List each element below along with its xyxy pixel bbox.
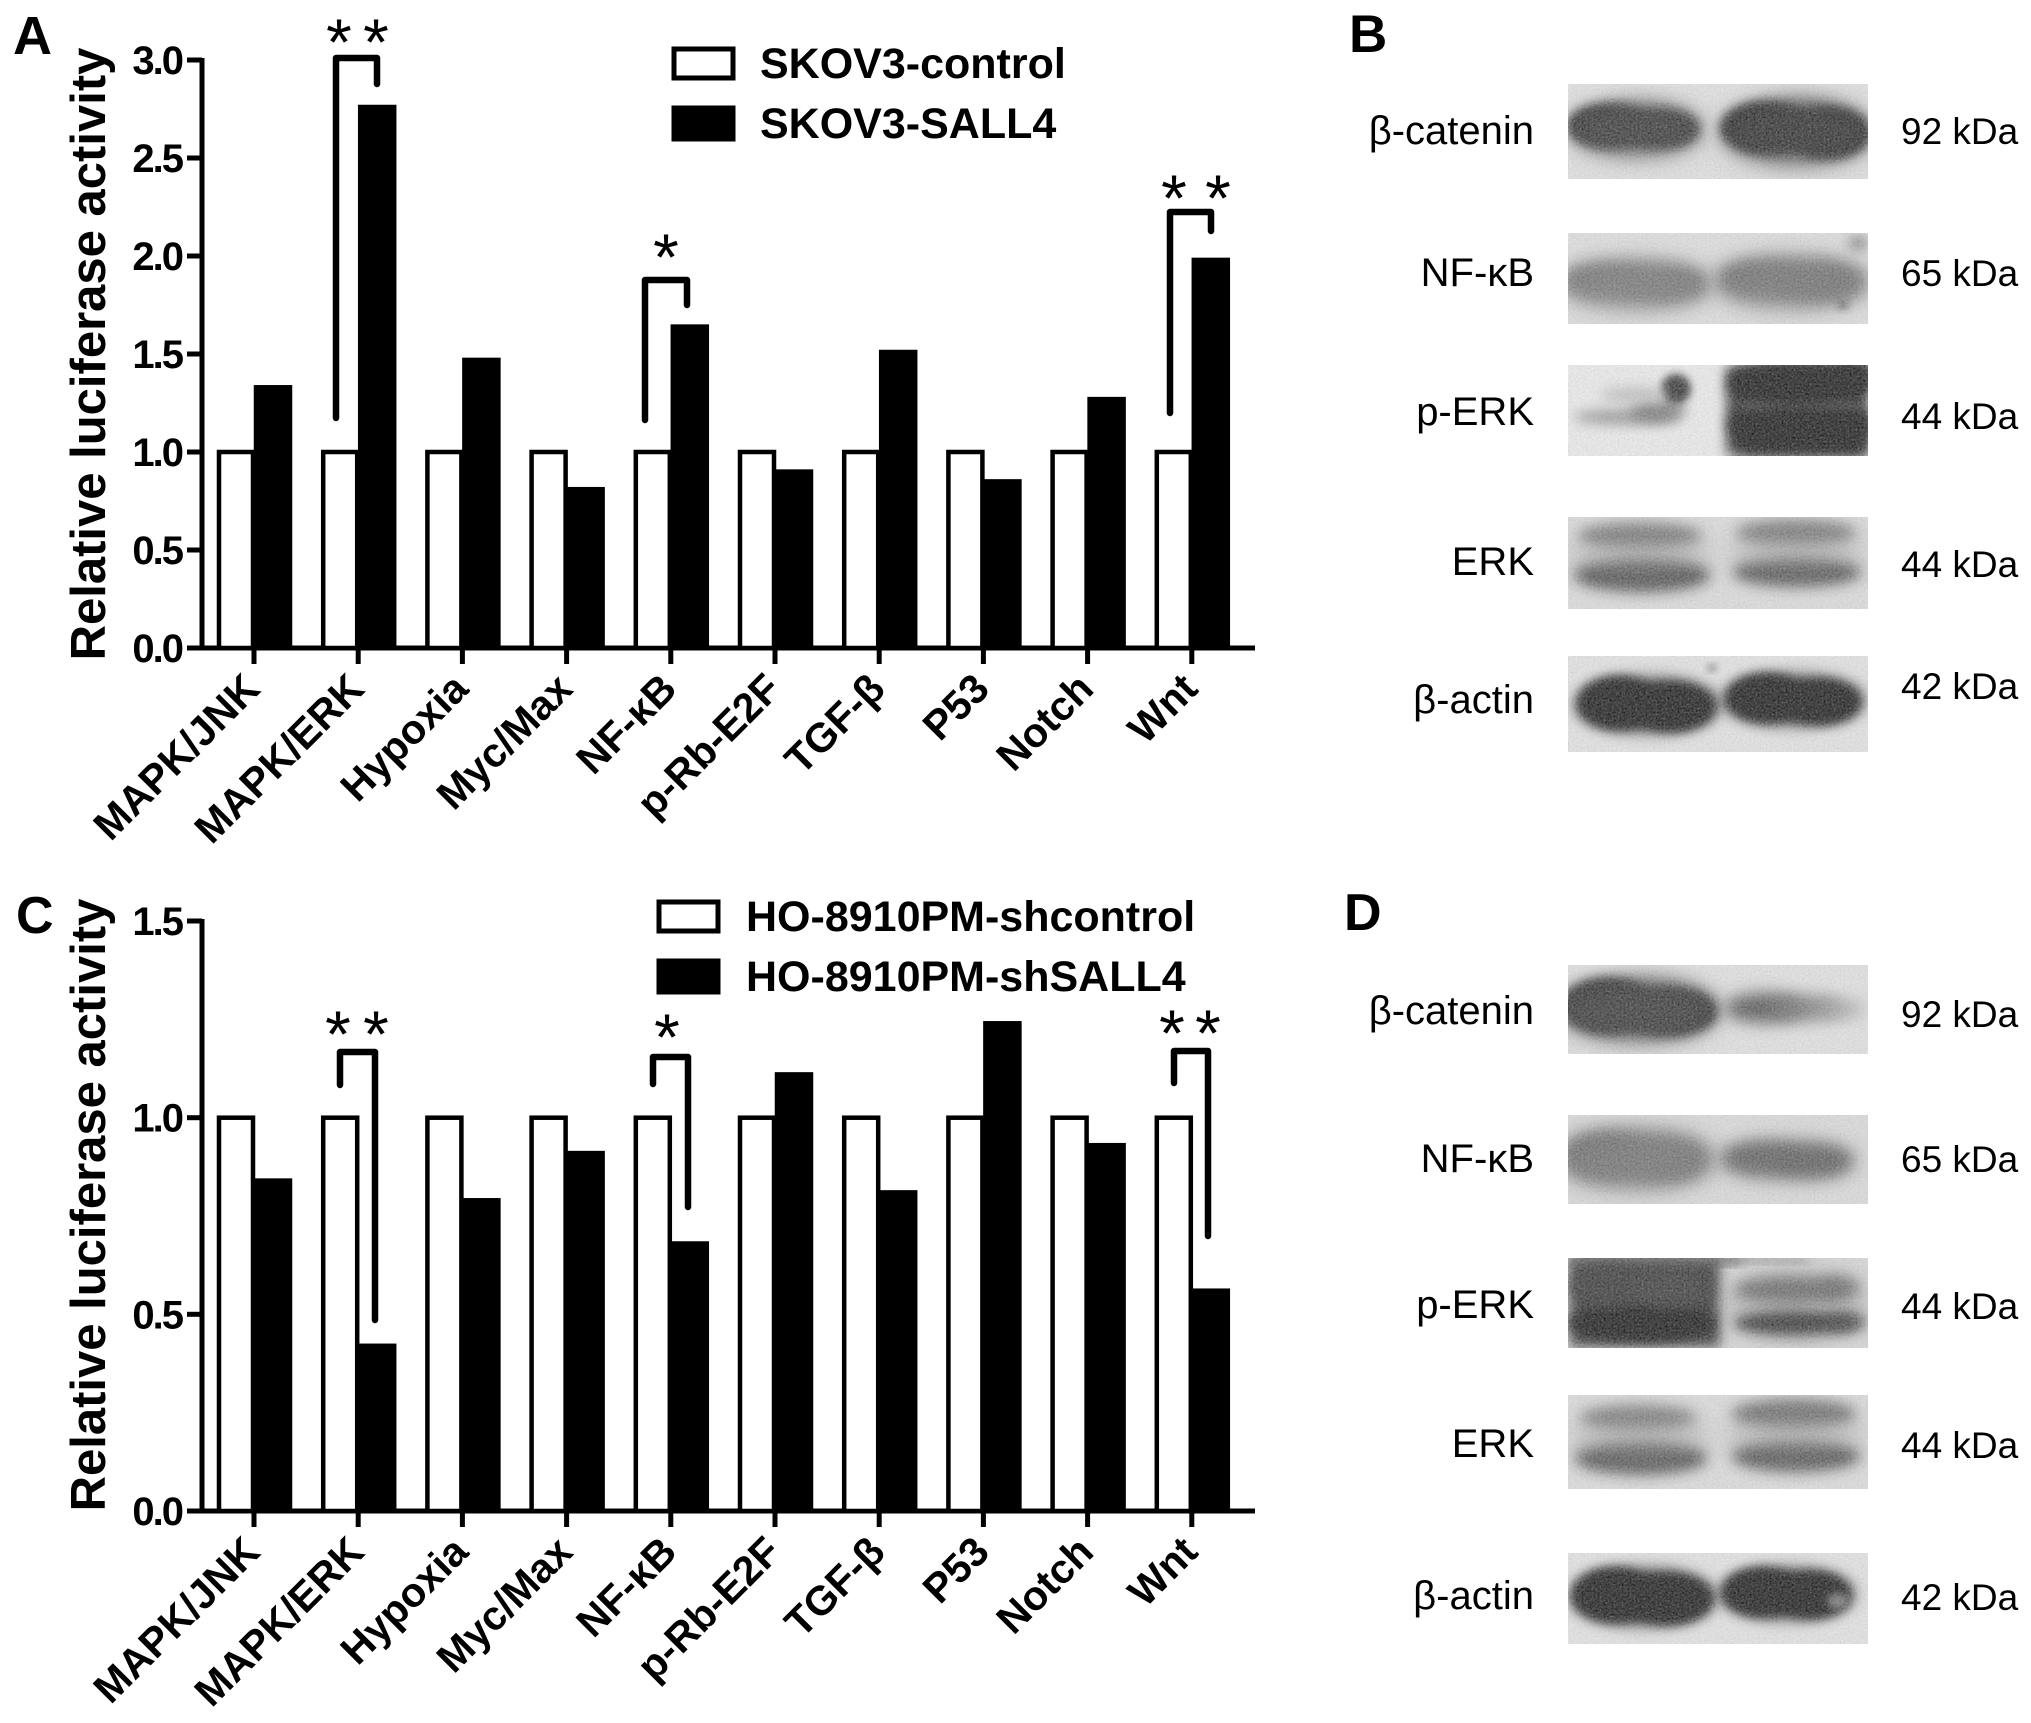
svg-text:42 kDa: 42 kDa [1901,1577,2019,1618]
svg-text:44 kDa: 44 kDa [1901,1286,2019,1327]
svg-text:Relative luciferase activity: Relative luciferase activity [62,48,116,661]
svg-text:2.5: 2.5 [132,137,183,181]
svg-text:*: * [325,997,351,1071]
svg-text:0.5: 0.5 [132,1293,183,1337]
svg-text:ERK: ERK [1452,540,1535,584]
svg-text:1.0: 1.0 [132,431,182,475]
svg-text:1.0: 1.0 [132,1097,182,1141]
svg-text:NF-κB: NF-κB [1421,1137,1534,1181]
svg-text:*: * [1195,996,1221,1070]
svg-text:SKOV3-SALL4: SKOV3-SALL4 [760,100,1056,148]
svg-text:1.5: 1.5 [132,900,183,944]
svg-text:β-catenin: β-catenin [1369,109,1534,153]
svg-text:SKOV3-control: SKOV3-control [760,40,1066,88]
svg-text:*: * [363,997,389,1071]
svg-text:p-ERK: p-ERK [1416,390,1534,434]
svg-text:1.5: 1.5 [132,333,183,377]
svg-text:0.0: 0.0 [132,627,182,671]
svg-text:*: * [363,5,389,79]
svg-text:Relative luciferase activity: Relative luciferase activity [62,899,116,1512]
svg-text:NF-κB: NF-κB [1421,251,1534,295]
svg-text:β-actin: β-actin [1413,678,1534,722]
svg-text:*: * [653,220,679,294]
svg-text:44 kDa: 44 kDa [1901,1425,2019,1466]
svg-text:44 kDa: 44 kDa [1901,544,2019,585]
svg-text:p-ERK: p-ERK [1416,1283,1534,1327]
svg-text:β-actin: β-actin [1413,1574,1534,1618]
svg-text:0.5: 0.5 [132,529,183,573]
svg-text:β-catenin: β-catenin [1369,989,1534,1033]
svg-text:*: * [1205,161,1231,235]
svg-text:B: B [1349,5,1387,64]
svg-text:ERK: ERK [1452,1422,1535,1466]
svg-text:65 kDa: 65 kDa [1901,1139,2019,1180]
svg-text:*: * [654,1000,680,1074]
svg-text:*: * [1161,161,1187,235]
svg-text:A: A [13,6,52,66]
svg-text:44 kDa: 44 kDa [1901,396,2019,437]
svg-text:HO-8910PM-shcontrol: HO-8910PM-shcontrol [746,893,1195,941]
svg-text:*: * [1159,996,1185,1070]
svg-text:65 kDa: 65 kDa [1901,253,2019,294]
svg-text:92 kDa: 92 kDa [1901,111,2019,152]
svg-text:C: C [16,887,54,945]
svg-text:HO-8910PM-shSALL4: HO-8910PM-shSALL4 [746,953,1186,1001]
svg-text:0.0: 0.0 [132,1490,182,1534]
svg-text:92 kDa: 92 kDa [1901,994,2019,1035]
svg-text:3.0: 3.0 [132,39,182,83]
svg-text:42 kDa: 42 kDa [1901,666,2019,707]
svg-text:D: D [1344,884,1382,942]
svg-text:2.0: 2.0 [132,235,182,279]
svg-text:*: * [326,5,352,79]
